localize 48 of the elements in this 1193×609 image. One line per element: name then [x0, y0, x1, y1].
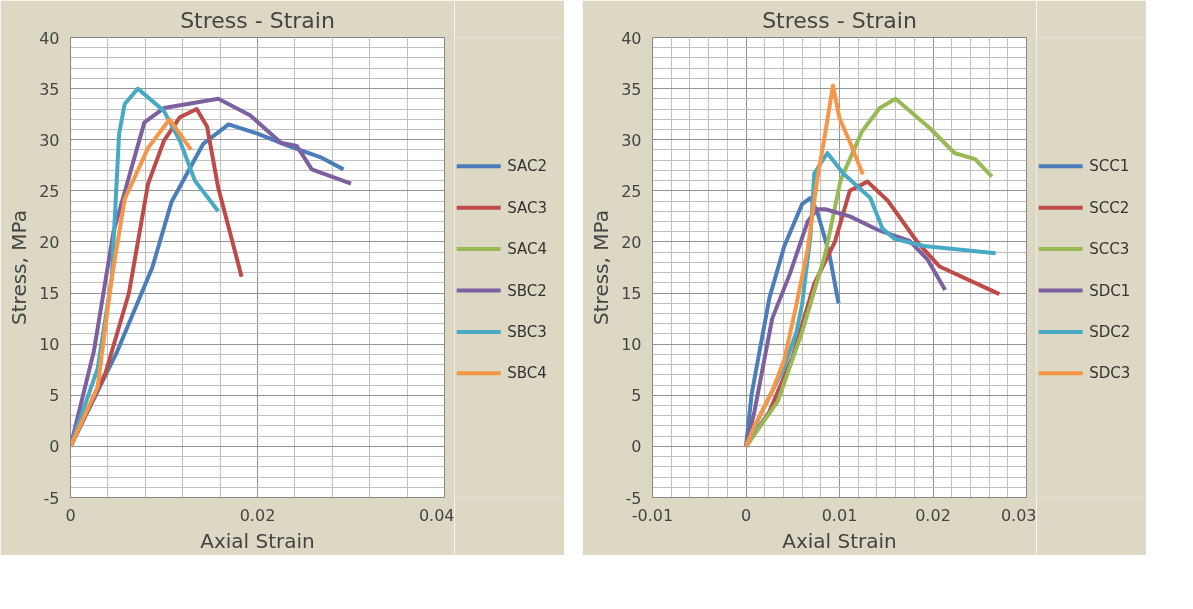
legend-label: SBC2: [507, 281, 547, 300]
y-tick-label: -5: [625, 488, 642, 508]
x-tick-label: -0.01: [631, 505, 674, 525]
x-axis-title: Axial Strain: [782, 528, 897, 553]
y-tick-label: 20: [621, 232, 642, 252]
y-tick-label: 10: [621, 335, 642, 355]
y-tick-label: -5: [43, 488, 60, 508]
y-axis-title: Stress, MPa: [589, 210, 614, 325]
y-tick-label: 0: [49, 437, 60, 457]
legend-label: SCC1: [1089, 157, 1130, 176]
y-tick-label: 5: [631, 386, 642, 406]
y-tick-label: 0: [631, 437, 642, 457]
x-tick-label: 0: [65, 505, 76, 525]
line-series: [70, 117, 194, 449]
legend-label: SCC2: [1089, 198, 1130, 217]
x-tick-label: 0: [740, 505, 752, 525]
y-tick-label: 15: [39, 284, 60, 304]
y-tick-label: 40: [39, 28, 60, 48]
y-tick-label: 30: [39, 130, 60, 150]
legend-label: SAC2: [507, 157, 548, 176]
legend-label: SDC1: [1089, 281, 1131, 300]
chart-title: Stress - Strain: [180, 7, 335, 33]
y-tick-label: 25: [39, 181, 60, 201]
legend-label: SBC3: [507, 322, 547, 341]
legend-label: SAC4: [507, 240, 548, 259]
y-tick-label: 35: [621, 79, 642, 99]
legend-label: SCC3: [1089, 240, 1130, 259]
legend-label: SAC3: [507, 198, 548, 217]
x-tick-label: 0.02: [915, 505, 951, 525]
y-tick-label: 15: [621, 284, 642, 304]
x-tick-label: 0.01: [821, 505, 858, 525]
legend-label: SBC4: [507, 364, 547, 383]
y-tick-label: 10: [39, 335, 60, 355]
x-axis-title: Axial Strain: [200, 528, 315, 553]
y-tick-label: 35: [39, 79, 60, 99]
y-tick-label: 20: [39, 232, 60, 252]
y-axis-title: Stress, MPa: [7, 210, 32, 325]
legend-label: SDC2: [1089, 322, 1131, 341]
y-tick-label: 25: [621, 181, 642, 201]
y-tick-label: 5: [49, 386, 60, 406]
y-tick-label: 40: [621, 28, 642, 48]
y-tick-label: 30: [621, 130, 642, 150]
chart-title: Stress - Strain: [762, 7, 917, 33]
x-tick-label: 0.02: [239, 505, 276, 525]
x-tick-label: 0.04: [418, 505, 455, 525]
legend-label: SDC3: [1089, 364, 1131, 383]
x-tick-label: 0.03: [1000, 505, 1037, 525]
line-series: [744, 83, 865, 449]
